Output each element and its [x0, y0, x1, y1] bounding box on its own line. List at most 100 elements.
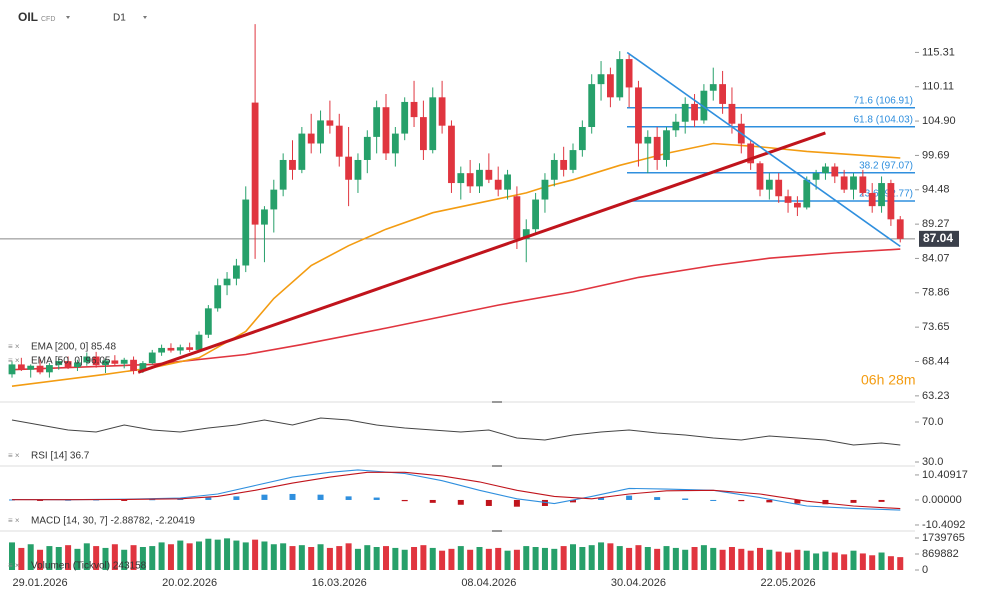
volume-bar — [373, 547, 380, 570]
candle-body — [279, 159, 287, 190]
candle-body — [410, 101, 418, 118]
candle-body — [420, 117, 427, 151]
timeframe-dropdown[interactable] — [143, 16, 147, 19]
macd-histogram-bar — [878, 499, 885, 502]
volume-bar — [448, 548, 455, 570]
volume-bar — [467, 549, 474, 570]
y-tick-label: 1739765 — [922, 532, 965, 544]
legend-text: EMA [50, 0] 96.05 — [31, 356, 111, 367]
macd-histogram-bar — [850, 499, 857, 503]
volume-bar — [224, 538, 231, 570]
candle-body — [429, 97, 437, 151]
volume-bar — [317, 544, 324, 570]
candle-body — [532, 199, 539, 230]
instrument-type: CFD — [41, 16, 55, 23]
legend-text: EMA [200, 0] 85.48 — [31, 342, 116, 353]
volume-bar — [167, 544, 174, 570]
y-tick-label: 104.90 — [922, 115, 956, 127]
macd-histogram-bar — [149, 499, 156, 501]
candle-body — [242, 199, 250, 266]
volume-bar — [878, 552, 885, 570]
volume-bar — [354, 548, 361, 570]
candle-body — [261, 209, 268, 225]
candle-body — [335, 125, 343, 157]
macd-histogram-bar — [598, 497, 605, 500]
volume-bar — [83, 543, 90, 570]
volume-bar — [336, 546, 343, 570]
macd-histogram-bar — [373, 497, 380, 500]
legend-icon: ≡ × — [8, 516, 20, 525]
volume-bar — [65, 545, 72, 570]
ema-line — [11, 248, 901, 371]
volume-bar — [513, 549, 520, 570]
candle-body — [878, 183, 885, 207]
candle-body — [663, 130, 670, 160]
candle-body — [644, 136, 652, 144]
fib-label: 61.8 (104.03) — [854, 114, 914, 125]
candle-body — [550, 159, 558, 180]
y-tick-label: 99.69 — [922, 149, 950, 161]
volume-bar — [775, 551, 782, 570]
candle-body — [354, 159, 362, 180]
volume-bar — [326, 547, 333, 570]
volume-bar — [813, 553, 820, 570]
candle-body — [850, 176, 857, 190]
volume-bar — [579, 547, 586, 570]
volume-bar — [93, 546, 100, 570]
candle-body — [775, 179, 783, 197]
candle-body — [55, 361, 63, 366]
volume-bar — [607, 543, 614, 570]
timeframe[interactable]: D1 — [113, 13, 126, 24]
candle-body — [64, 361, 72, 368]
volume-bar — [401, 549, 408, 570]
x-tick-label: 29.01.2026 — [13, 577, 68, 589]
legend-icon: ≡ × — [8, 356, 20, 365]
candle-body — [812, 173, 820, 180]
volume-bar — [738, 548, 745, 570]
candle-body — [635, 87, 642, 144]
macd-histogram-bar — [261, 494, 268, 500]
macd-line — [12, 471, 901, 510]
volume-bar — [158, 542, 165, 570]
volume-bar — [345, 543, 352, 570]
last-price-label: 87.04 — [923, 231, 953, 245]
candle-body — [158, 347, 165, 353]
candle-body — [382, 107, 390, 154]
candle-body — [102, 360, 109, 366]
candle-body — [457, 173, 465, 184]
symbol[interactable]: OIL — [18, 10, 38, 24]
macd-histogram-bar — [570, 499, 576, 503]
legend-icon: ≡ × — [8, 342, 20, 351]
candle-body — [831, 166, 839, 177]
candle-body — [214, 285, 222, 309]
volume-bar — [121, 549, 128, 570]
volume-bar — [495, 547, 502, 570]
candle-body — [709, 84, 717, 91]
candle-body — [719, 84, 726, 104]
candle-body — [578, 127, 586, 151]
candle-body — [700, 90, 708, 121]
legend-text: RSI [14] 36.7 — [31, 451, 90, 462]
y-tick-label: 70.0 — [922, 416, 943, 428]
candle-body — [859, 176, 867, 193]
candle-body — [840, 176, 848, 190]
volume-bar — [560, 546, 567, 570]
y-tick-label: -10.4092 — [922, 519, 965, 531]
volume-bar — [766, 549, 773, 570]
y-tick-label: 68.44 — [922, 355, 950, 367]
y-tick-label: 115.31 — [922, 46, 955, 58]
volume-bar — [457, 546, 464, 570]
candle-body — [541, 179, 549, 200]
macd-histogram-bar — [345, 496, 352, 500]
candle-body — [616, 59, 624, 98]
candle-body — [756, 163, 764, 190]
candle-body — [597, 74, 605, 85]
candle-body — [887, 183, 895, 220]
y-tick-label: 10.40917 — [922, 469, 968, 481]
macd-histogram-bar — [317, 494, 324, 500]
volume-bar — [504, 550, 511, 570]
macd-histogram-bar — [626, 495, 633, 500]
symbol-dropdown[interactable] — [66, 16, 70, 19]
volume-bar — [270, 544, 277, 570]
